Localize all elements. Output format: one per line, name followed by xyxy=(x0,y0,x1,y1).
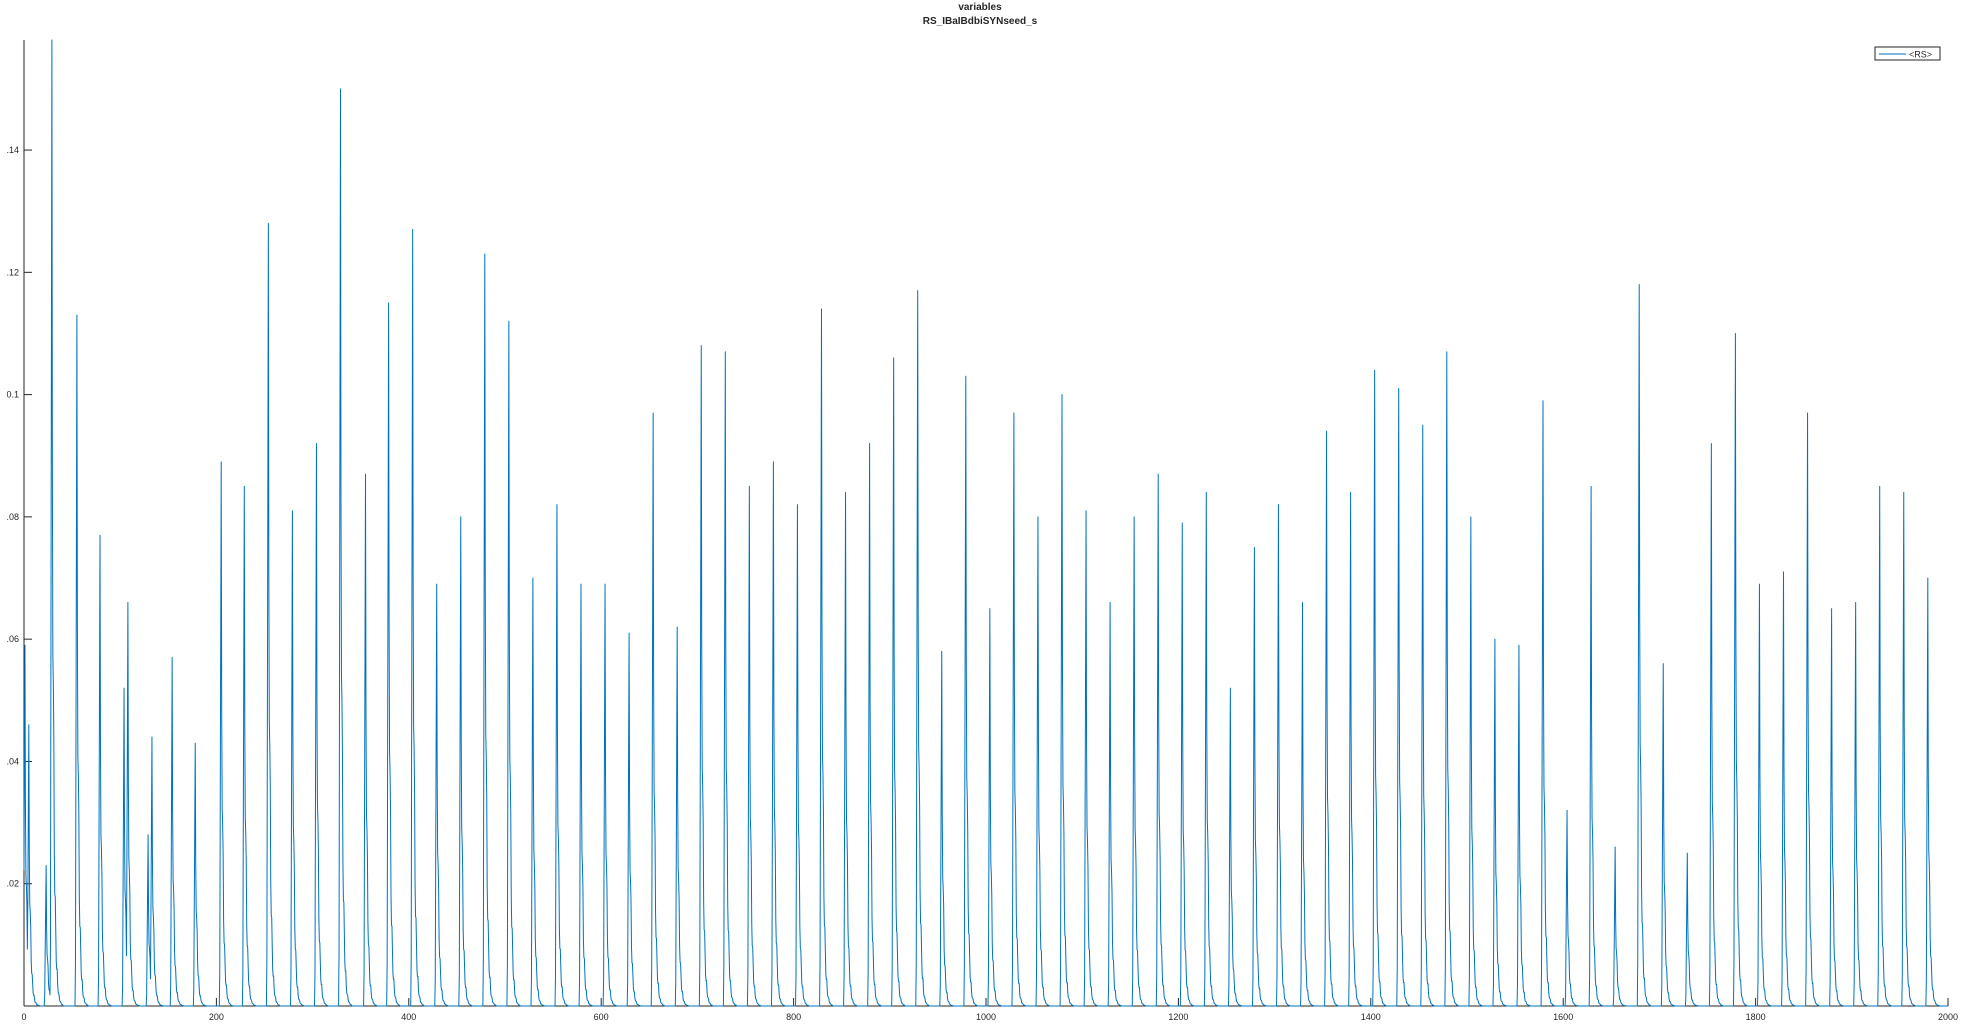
legend[interactable]: <RS> xyxy=(1874,46,1941,61)
legend-entry-label: <RS> xyxy=(1909,50,1932,60)
x-tick-label: 1400 xyxy=(1361,1012,1381,1022)
x-tick-label: 200 xyxy=(209,1012,224,1022)
y-tick-label: 0.1 xyxy=(6,390,19,400)
x-tick-label: 1200 xyxy=(1168,1012,1188,1022)
y-tick-label: .14 xyxy=(6,145,19,155)
chart-subtitle: RS_IBaIBdbiSYNseed_s xyxy=(923,16,1038,27)
x-tick-label: 1000 xyxy=(976,1012,996,1022)
y-tick-label: .04 xyxy=(6,756,19,766)
x-tick-label: 2000 xyxy=(1938,1012,1958,1022)
x-tick-label: 400 xyxy=(401,1012,416,1022)
y-tick-label: .12 xyxy=(6,267,19,277)
y-tick-label: .06 xyxy=(6,634,19,644)
x-tick-label: 1600 xyxy=(1553,1012,1573,1022)
series-layer xyxy=(23,39,1949,1007)
chart-title: variables xyxy=(958,2,1002,13)
x-tick-label: 1800 xyxy=(1746,1012,1766,1022)
axes: 0 200 400 600 800 1000 1200 1400 1600 1800 2000 .02… xyxy=(6,40,1958,1022)
x-tick-label: 800 xyxy=(786,1012,801,1022)
x-tick-label: 0 xyxy=(21,1012,26,1022)
y-tick-label: .02 xyxy=(6,879,19,889)
y-tick-label: .08 xyxy=(6,512,19,522)
legend-box xyxy=(1874,46,1941,61)
series-line-rs xyxy=(23,39,1949,1007)
x-tick-label: 600 xyxy=(594,1012,609,1022)
